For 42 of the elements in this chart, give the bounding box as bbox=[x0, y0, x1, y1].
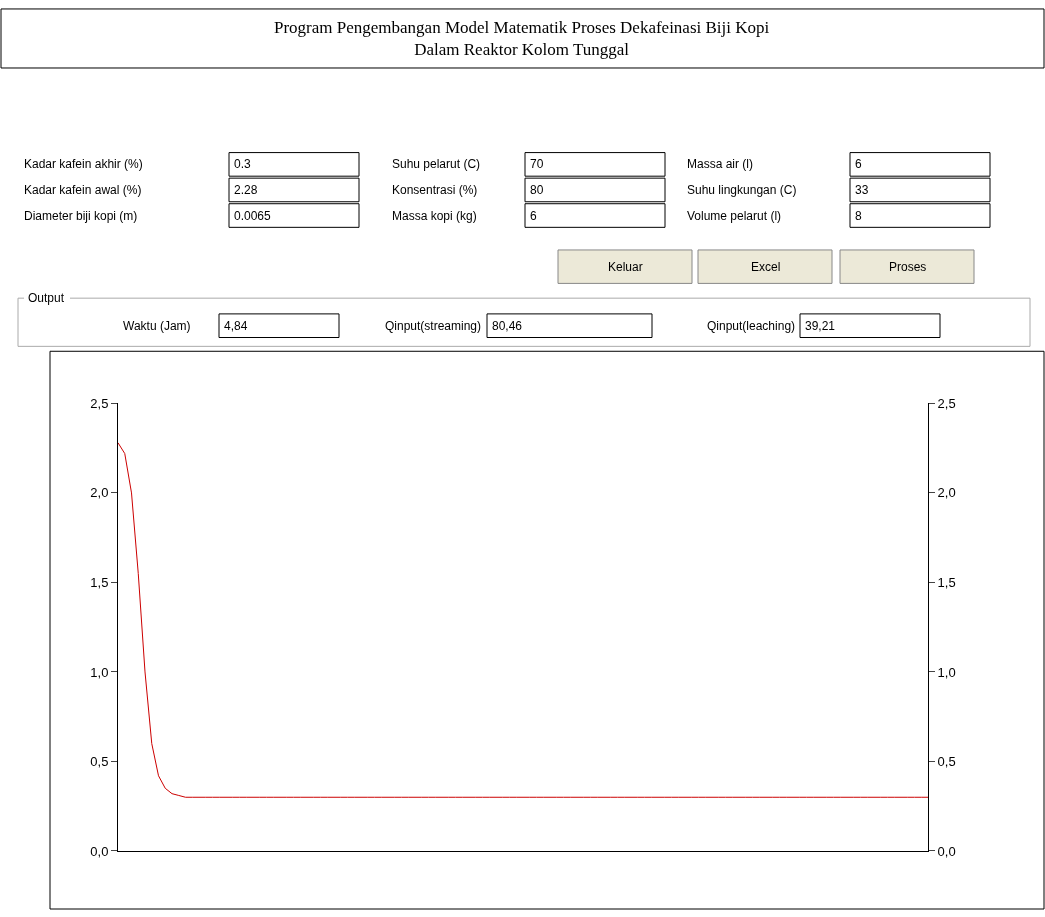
text: Volume pelarut (l) bbox=[687, 209, 782, 223]
y2-tick-label: 1,0 bbox=[937, 664, 956, 680]
text: 6 bbox=[530, 209, 537, 223]
text: 70 bbox=[530, 157, 544, 171]
text: Suhu pelarut (C) bbox=[392, 157, 481, 171]
y-tick-label: 0,5 bbox=[90, 754, 109, 770]
text: 8 bbox=[855, 209, 862, 223]
text: 6 bbox=[855, 157, 862, 171]
y2-tick-label: 1,5 bbox=[937, 574, 956, 590]
text: Suhu lingkungan (C) bbox=[687, 183, 797, 197]
text: Konsentrasi (%) bbox=[392, 183, 478, 197]
y2-tick-label: 2,5 bbox=[937, 395, 956, 411]
text: 80 bbox=[530, 183, 544, 197]
text: Waktu (Jam) bbox=[123, 319, 191, 333]
text: Qinput(leaching) bbox=[707, 319, 796, 333]
line-series bbox=[118, 442, 928, 798]
text: Diameter biji kopi (m) bbox=[24, 209, 138, 223]
text: 2.28 bbox=[234, 183, 258, 197]
y-tick-label: 2,5 bbox=[90, 395, 109, 411]
text: 0.3 bbox=[234, 157, 252, 171]
y2-tick-label: 0,5 bbox=[937, 754, 956, 770]
y2-tick-label: 0,0 bbox=[937, 843, 956, 859]
text: Kadar kafein awal (%) bbox=[24, 183, 142, 197]
text: 0.0065 bbox=[234, 209, 272, 223]
text: Output bbox=[28, 291, 65, 305]
text: 33 bbox=[855, 183, 869, 197]
text: Keluar bbox=[608, 260, 643, 274]
text: Kadar kafein akhir (%) bbox=[24, 157, 143, 171]
text: Program Pengembangan Model Matematik Proses Dekafeinasi Biji Kopi Dalam Reaktor Kolom Tunggal bbox=[274, 18, 770, 60]
text: Excel bbox=[751, 260, 781, 274]
y-tick-label: 0,0 bbox=[90, 843, 109, 859]
text: 80,46 bbox=[492, 319, 523, 333]
y-tick-label: 2,0 bbox=[90, 485, 109, 501]
y2-tick-label: 2,0 bbox=[937, 485, 956, 501]
text: Qinput(streaming) bbox=[385, 319, 482, 333]
text: 39,21 bbox=[805, 319, 836, 333]
y-tick-label: 1,0 bbox=[90, 664, 109, 680]
text: Proses bbox=[889, 260, 927, 274]
text: Massa kopi (kg) bbox=[392, 209, 477, 223]
text: Massa air (l) bbox=[687, 157, 754, 171]
text: 4,84 bbox=[224, 319, 248, 333]
y-tick-label: 1,5 bbox=[90, 574, 109, 590]
